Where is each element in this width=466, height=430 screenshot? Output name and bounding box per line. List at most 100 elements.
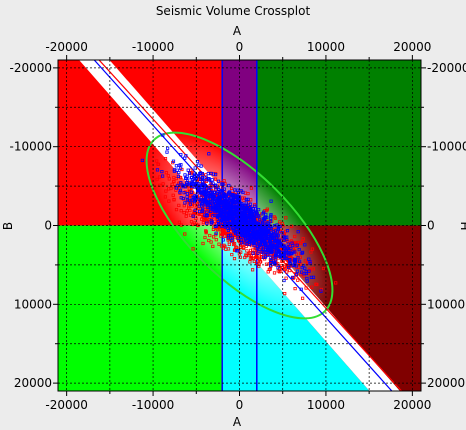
scatter-point (268, 219, 273, 224)
scatter-point (222, 209, 226, 213)
scatter-point (183, 176, 188, 180)
y-tick-label-left: 0 (44, 219, 52, 233)
scatter-point (267, 267, 271, 272)
scatter-point (297, 247, 301, 252)
scatter-point (264, 212, 268, 217)
scatter-point (321, 266, 326, 271)
scatter-point (232, 241, 237, 246)
axis-ticks: -20000 -20000 -10000 -10000 0 0 10000 10000 2000… (9, 40, 466, 412)
scatter-point (284, 276, 288, 280)
scatter-point (188, 202, 192, 206)
scatter-point (299, 287, 303, 291)
scatter-point (274, 251, 278, 256)
scatter-point (235, 249, 239, 253)
scatter-point (201, 220, 205, 225)
scatter-point (164, 171, 168, 175)
scatter-point (253, 204, 257, 208)
scatter-point (256, 251, 260, 255)
scatter-point (183, 232, 187, 236)
scatter-point (230, 194, 235, 198)
scatter-point (155, 159, 159, 163)
scatter-point (176, 174, 180, 178)
scatter-point (191, 222, 195, 227)
scatter-point (246, 228, 250, 232)
scatter-point (303, 259, 307, 263)
ellipse-outline (145, 131, 334, 320)
scatter-point (172, 168, 176, 172)
scatter-point (208, 233, 212, 238)
scatter-point (167, 177, 171, 181)
scatter-point (223, 234, 227, 238)
y-tick-label-right: -10000 (427, 140, 466, 154)
scatter-point (232, 221, 236, 225)
scatter-point (211, 193, 215, 197)
scatter-point (294, 273, 299, 277)
scatter-point (220, 231, 224, 235)
scatter-point (269, 255, 273, 259)
scatter-point (227, 221, 231, 226)
scatter-point (222, 195, 226, 199)
scatter-point (131, 145, 135, 150)
scatter-point (251, 219, 256, 223)
scatter-point (278, 244, 282, 248)
scatter-point (293, 286, 297, 291)
scatter-point (226, 228, 230, 232)
y-axis-label: B (1, 222, 15, 230)
scatter-point (262, 210, 266, 214)
scatter-point (304, 269, 308, 274)
scatter-point (185, 195, 189, 199)
scatter-point (174, 186, 178, 190)
scatter-point (226, 247, 231, 251)
scatter-point (202, 188, 206, 192)
y-tick-label-right: 0 (427, 219, 435, 233)
scatter-point (272, 271, 277, 275)
scatter-point (185, 198, 190, 202)
scatter-point (200, 209, 204, 213)
scatter-point (174, 176, 178, 181)
scatter-point (273, 253, 278, 257)
scatter-point (288, 251, 292, 255)
scatter-point (250, 239, 254, 243)
scatter-point (260, 237, 265, 242)
scatter-point (185, 178, 190, 182)
scatter-point (256, 244, 260, 249)
scatter-point (189, 184, 194, 189)
scatter-point (189, 171, 193, 176)
scatter-point (172, 179, 176, 183)
scatter-point (282, 248, 286, 252)
scatter-point (230, 235, 234, 240)
scatter-point (204, 190, 208, 195)
scatter-point (197, 212, 202, 216)
scatter-point (170, 182, 174, 186)
scatter-point (272, 260, 276, 265)
scatter-point (319, 289, 323, 293)
scatter-point (182, 183, 186, 188)
scatter-point (146, 142, 151, 147)
scatter-point (177, 170, 181, 175)
scatter-point (185, 174, 189, 178)
scatter-point (238, 223, 242, 227)
x-tick-label-top: 0 (236, 40, 244, 54)
scatter-point (244, 205, 248, 209)
scatter-point (178, 166, 183, 170)
y-tick-label-left: -10000 (9, 140, 52, 154)
scatter-point (221, 238, 225, 242)
scatter-point (179, 223, 183, 227)
scatter-point (230, 252, 234, 257)
scatter-point (271, 244, 275, 248)
scatter-point (283, 291, 287, 296)
x-axis-label-top: A (233, 24, 242, 38)
scatter-point (258, 260, 263, 264)
scatter-point (213, 213, 217, 217)
scatter-point (220, 182, 224, 186)
scatter-point (222, 224, 227, 228)
scatter-point (285, 270, 289, 274)
scatter-point (201, 241, 205, 246)
scatter-point (154, 199, 158, 203)
scatter-point (202, 218, 206, 222)
scatter-point (319, 287, 324, 292)
scatter-point (239, 245, 243, 249)
scatter-point (294, 252, 299, 256)
scatter-point (265, 215, 269, 220)
